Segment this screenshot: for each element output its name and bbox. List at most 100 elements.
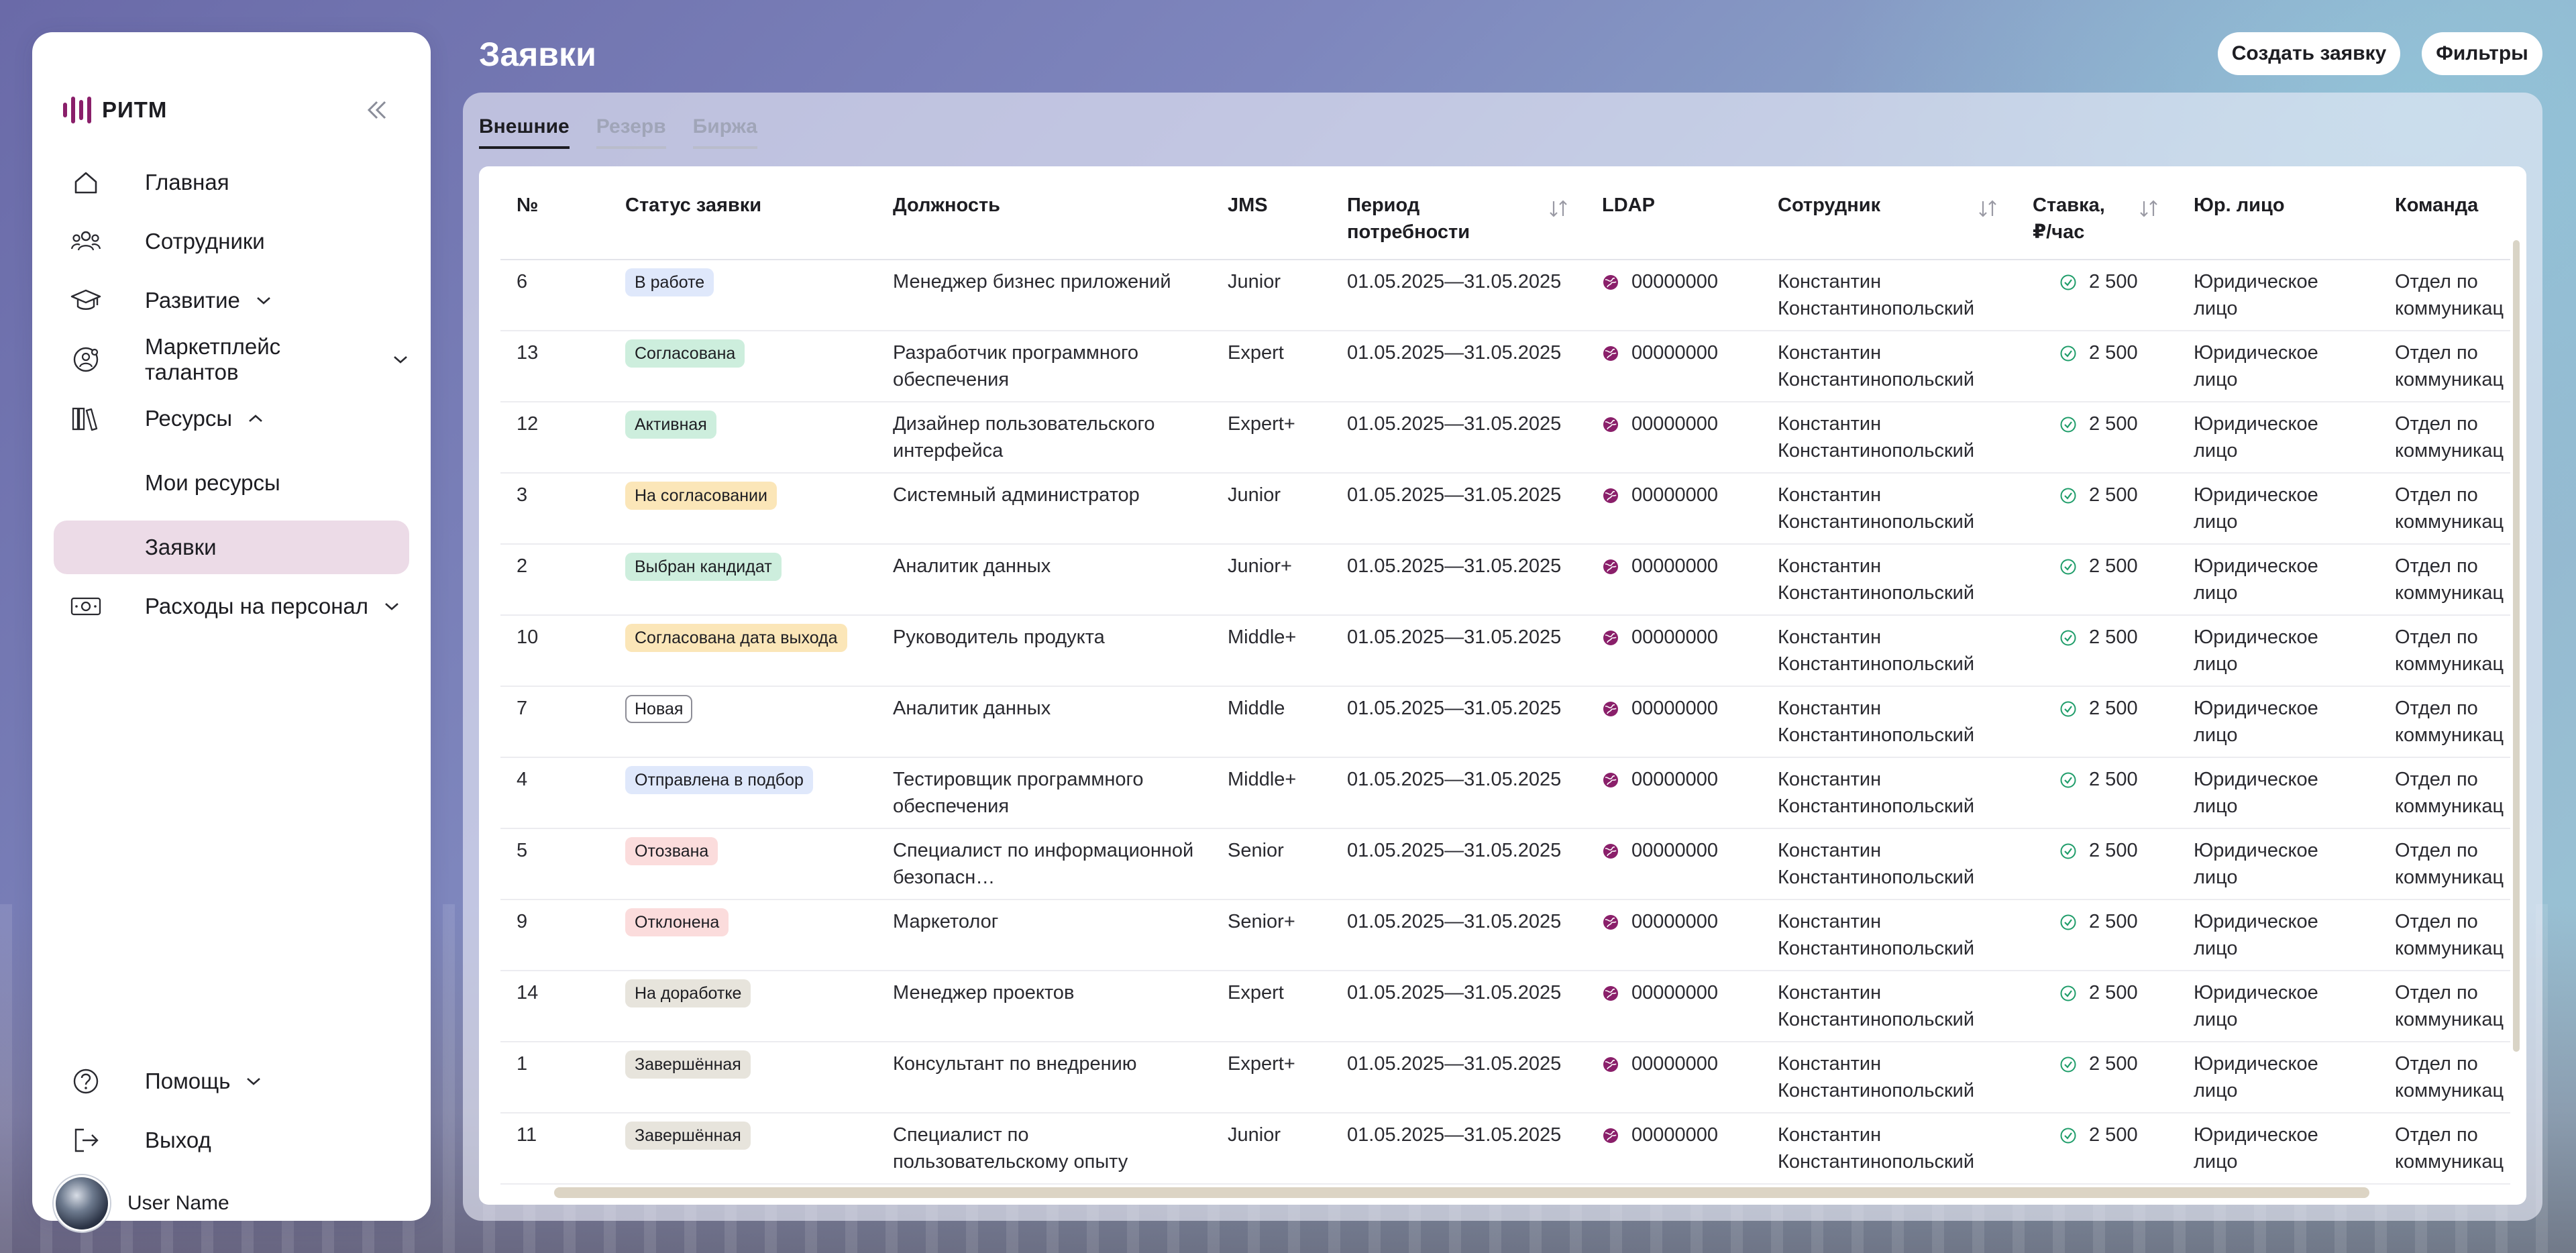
cell-status: Выбран кандидат — [625, 553, 782, 581]
status-badge[interactable]: Выбран кандидат — [625, 553, 782, 581]
rate-value: 2 500 — [2089, 769, 2138, 790]
col-rate[interactable]: Ставка, ₽/час — [2033, 195, 2105, 243]
rate-value: 2 500 — [2089, 555, 2138, 577]
col-team[interactable]: Команда — [2395, 195, 2479, 216]
status-badge[interactable]: Новая — [625, 695, 693, 723]
ldap-value: 00000000 — [1631, 342, 1719, 364]
tab-exchange[interactable]: Биржа — [692, 115, 757, 149]
status-badge[interactable]: На согласовании — [625, 482, 777, 510]
sort-icon[interactable] — [2137, 197, 2160, 220]
vertical-scrollbar[interactable] — [2513, 240, 2520, 1052]
cell-team: Отдел по коммуникациям — [2395, 911, 2505, 959]
ldap-value: 00000000 — [1631, 840, 1719, 861]
status-badge[interactable]: Завершённая — [625, 1050, 751, 1079]
cell-team: Отдел по коммуникациям — [2395, 555, 2505, 604]
cell-jms: Junior+ — [1228, 555, 1292, 577]
logo[interactable]: РИТМ — [63, 97, 167, 123]
table-row[interactable]: 14 На доработке Менеджер проектов Expert 01.… — [500, 971, 2510, 1042]
status-badge[interactable]: Согласована дата выхода — [625, 624, 847, 652]
status-badge[interactable]: Отозвана — [625, 837, 718, 865]
status-badge[interactable]: Согласована — [625, 339, 745, 368]
status-badge[interactable]: Отправлена в подбор — [625, 766, 813, 794]
sidebar-item-label: Сотрудники — [145, 229, 265, 254]
create-request-button[interactable]: Создать заявку — [2218, 32, 2400, 75]
table-row[interactable]: 7 Новая Аналитик данных Middle 01.05.2025—31… — [500, 687, 2510, 758]
cell-jms: Junior — [1228, 271, 1281, 292]
col-position[interactable]: Должность — [893, 195, 1000, 216]
rate-value: 2 500 — [2089, 1053, 2138, 1075]
cell-status: Согласована дата выхода — [625, 624, 847, 652]
cell-number: 14 — [517, 982, 539, 1003]
cell-jms: Expert — [1228, 342, 1284, 364]
cell-ldap: 00000000 — [1602, 339, 1718, 366]
table-row[interactable]: 5 Отозвана Специалист по информационной бе… — [500, 829, 2510, 900]
col-jms[interactable]: JMS — [1228, 195, 1268, 216]
cell-ldap: 00000000 — [1602, 766, 1718, 793]
collapse-sidebar-icon[interactable] — [364, 97, 390, 123]
table-row[interactable]: 12 Активная Дизайнер пользовательского инт… — [500, 402, 2510, 474]
sidebar-item-logout[interactable]: Выход — [54, 1113, 409, 1167]
status-badge[interactable]: На доработке — [625, 979, 751, 1007]
sidebar-item-development[interactable]: Развитие — [54, 274, 409, 327]
horizontal-scrollbar[interactable] — [554, 1187, 2369, 1198]
cell-legal-entity: Юридическое лицо — [2194, 769, 2318, 817]
check-circle-icon — [2059, 271, 2089, 292]
ldap-value: 00000000 — [1631, 271, 1719, 292]
ldap-value: 00000000 — [1631, 911, 1719, 932]
ldap-globe-icon — [1602, 484, 1631, 506]
cell-period: 01.05.2025—31.05.2025 — [1347, 698, 1562, 719]
sidebar-item-employees[interactable]: Сотрудники — [54, 215, 409, 268]
cell-number: 2 — [517, 555, 528, 577]
cell-position: Дизайнер пользовательского интерфейса — [893, 413, 1155, 461]
tab-reserve[interactable]: Резерв — [596, 115, 666, 149]
cell-number: 5 — [517, 840, 528, 861]
sidebar-item-requests[interactable]: Заявки — [54, 521, 409, 574]
table-row[interactable]: 1 Завершённая Консультант по внедрению Expe… — [500, 1042, 2510, 1113]
table-row[interactable]: 13 Согласована Разработчик программного об… — [500, 331, 2510, 402]
sidebar-item-talent-marketplace[interactable]: Маркетплейс талантов — [54, 333, 409, 386]
check-circle-icon — [2059, 484, 2089, 506]
ldap-globe-icon — [1602, 342, 1631, 364]
table-row[interactable]: 2 Выбран кандидат Аналитик данных Junior+ 01… — [500, 545, 2510, 616]
table-row[interactable]: 10 Согласована дата выхода Руководитель пр… — [500, 616, 2510, 687]
col-ldap[interactable]: LDAP — [1602, 195, 1655, 216]
ldap-globe-icon — [1602, 840, 1631, 861]
ldap-globe-icon — [1602, 769, 1631, 790]
table-row[interactable]: 4 Отправлена в подбор Тестировщик программ… — [500, 758, 2510, 829]
cell-number: 10 — [517, 626, 539, 648]
sidebar-item-personnel-costs[interactable]: Расходы на персонал — [54, 580, 409, 633]
check-circle-icon — [2059, 840, 2089, 861]
table-row[interactable]: 11 Завершённая Специалист по пользовательс… — [500, 1113, 2510, 1185]
sidebar-item-my-resources[interactable]: Мои ресурсы — [54, 456, 409, 510]
status-badge[interactable]: Завершённая — [625, 1122, 751, 1150]
cell-period: 01.05.2025—31.05.2025 — [1347, 413, 1562, 435]
sidebar-item-home[interactable]: Главная — [54, 156, 409, 209]
status-badge[interactable]: Активная — [625, 411, 716, 439]
table-row[interactable]: 9 Отклонена Маркетолог Senior+ 01.05.2025—31… — [500, 900, 2510, 971]
tab-external[interactable]: Внешние — [479, 115, 570, 149]
sort-icon[interactable] — [1547, 197, 1570, 220]
logout-icon — [70, 1124, 102, 1156]
sidebar-item-resources[interactable]: Ресурсы — [54, 392, 409, 445]
table-row[interactable]: 6 В работе Менеджер бизнес приложений Junio… — [500, 260, 2510, 331]
col-legal-entity[interactable]: Юр. лицо — [2194, 195, 2285, 216]
ldap-globe-icon — [1602, 911, 1631, 932]
sidebar-item-help[interactable]: Помощь — [54, 1054, 409, 1108]
col-number[interactable]: № — [517, 195, 539, 216]
table-row[interactable]: 3 На согласовании Системный администратор J… — [500, 474, 2510, 545]
sort-icon[interactable] — [1976, 197, 1999, 220]
col-status[interactable]: Статус заявки — [625, 195, 762, 216]
status-badge[interactable]: Отклонена — [625, 908, 729, 936]
cell-rate: 2 500 — [2059, 624, 2138, 651]
cell-status: Отправлена в подбор — [625, 766, 813, 794]
col-period[interactable]: Период потребности — [1347, 195, 1470, 243]
cell-status: Активная — [625, 411, 716, 439]
cell-period: 01.05.2025—31.05.2025 — [1347, 1053, 1562, 1075]
status-badge[interactable]: В работе — [625, 268, 714, 296]
filters-button[interactable]: Фильтры — [2422, 32, 2542, 75]
check-circle-icon — [2059, 555, 2089, 577]
rate-value: 2 500 — [2089, 982, 2138, 1003]
avatar — [54, 1175, 110, 1232]
user-profile[interactable]: User Name — [54, 1175, 229, 1232]
col-employee[interactable]: Сотрудник — [1778, 195, 1881, 216]
